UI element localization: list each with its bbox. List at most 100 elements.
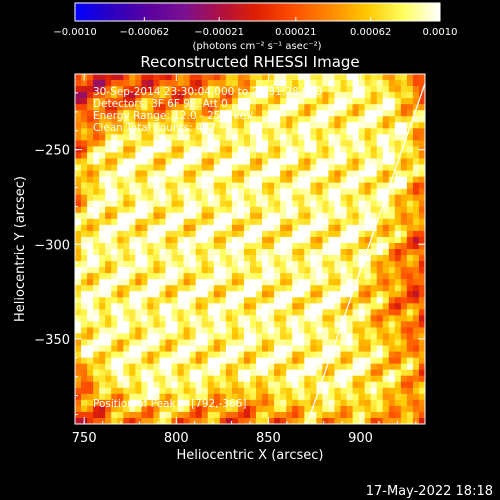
heatmap-cell: [237, 104, 245, 111]
annotation-detectors: Detectors: 3F 6F 9F, Att 0: [93, 98, 228, 110]
heatmap-cell: [388, 357, 396, 365]
heatmap-cell: [135, 164, 142, 171]
heatmap-cell: [310, 80, 317, 87]
heatmap-cell: [352, 98, 360, 105]
heatmap-cell: [406, 345, 414, 352]
heatmap-cell: [93, 369, 100, 377]
heatmap-cell: [93, 116, 100, 123]
heatmap-cell: [358, 224, 366, 232]
heatmap-cell: [286, 255, 293, 262]
heatmap-cell: [87, 242, 94, 250]
heatmap-cell: [177, 249, 185, 256]
heatmap-cell: [123, 267, 130, 274]
heatmap-cell: [99, 327, 106, 334]
heatmap-cell: [213, 261, 221, 268]
heatmap-cell: [346, 417, 353, 424]
heatmap-cell: [141, 86, 148, 93]
heatmap-cell: [147, 80, 154, 87]
heatmap-cell: [237, 399, 245, 407]
heatmap-cell: [370, 309, 378, 316]
heatmap-cell: [207, 327, 215, 334]
heatmap-cell: [93, 399, 100, 407]
heatmap-cell: [207, 206, 215, 214]
heatmap-cell: [81, 164, 88, 171]
heatmap-cell: [268, 387, 275, 395]
heatmap-cell: [165, 291, 172, 298]
heatmap-cell: [322, 321, 329, 328]
heatmap-cell: [310, 267, 317, 274]
heatmap-cell: [225, 375, 233, 383]
heatmap-cell: [334, 261, 341, 268]
heatmap-cell: [352, 80, 360, 87]
heatmap-cell: [388, 273, 396, 280]
heatmap-cell: [328, 182, 335, 190]
heatmap-cell: [376, 321, 384, 328]
heatmap-cell: [382, 309, 390, 316]
heatmap-cell: [388, 261, 396, 268]
heatmap-cell: [340, 80, 347, 87]
annotation-clean-counts: Clean Total counts: 487: [93, 122, 216, 134]
heatmap-cell: [231, 249, 239, 256]
heatmap-cell: [75, 351, 82, 359]
heatmap-cell: [304, 74, 311, 81]
heatmap-cell: [153, 351, 160, 359]
heatmap-cell: [117, 80, 124, 87]
heatmap-cell: [111, 206, 118, 214]
heatmap-cell: [292, 176, 299, 184]
heatmap-cell: [99, 357, 106, 365]
heatmap-cell: [364, 206, 372, 214]
heatmap-cell: [406, 279, 414, 286]
heatmap-cell: [274, 188, 281, 196]
heatmap-cell: [250, 194, 257, 202]
heatmap-cell: [328, 375, 335, 383]
heatmap-cell: [75, 249, 82, 256]
heatmap-cell: [376, 206, 384, 214]
heatmap-cell: [310, 200, 317, 208]
heatmap-cell: [225, 140, 233, 147]
heatmap-cell: [292, 206, 299, 214]
heatmap-cell: [129, 104, 136, 111]
heatmap-cell: [147, 411, 154, 419]
heatmap-cell: [207, 297, 215, 304]
heatmap-cell: [370, 345, 378, 352]
heatmap-cell: [352, 146, 360, 153]
heatmap-cell: [352, 375, 360, 383]
heatmap-cell: [418, 339, 425, 346]
heatmap-cell: [328, 255, 335, 262]
heatmap-cell: [334, 417, 341, 424]
heatmap-cell: [201, 164, 209, 171]
heatmap-cell: [177, 405, 185, 413]
heatmap-cell: [219, 363, 227, 371]
heatmap-cell: [75, 206, 82, 214]
heatmap-cell: [225, 279, 233, 286]
heatmap-cell: [328, 333, 335, 340]
heatmap-cell: [135, 321, 142, 328]
heatmap-cell: [250, 291, 257, 298]
heatmap-cell: [207, 110, 215, 117]
heatmap-cell: [117, 315, 124, 322]
heatmap-cell: [105, 164, 112, 171]
heatmap-cell: [382, 387, 390, 395]
chart-title: Reconstructed RHESSI Image: [140, 53, 359, 71]
heatmap-cell: [328, 387, 335, 395]
heatmap-cell: [382, 140, 390, 147]
heatmap-cell: [195, 236, 203, 244]
heatmap-cell: [123, 393, 130, 401]
heatmap-cell: [81, 176, 88, 184]
heatmap-cell: [219, 200, 227, 208]
heatmap-cell: [346, 363, 353, 371]
heatmap-cell: [280, 86, 287, 93]
heatmap-cell: [75, 321, 82, 328]
heatmap-cell: [400, 321, 408, 328]
heatmap-cell: [111, 158, 118, 165]
heatmap-cell: [75, 363, 82, 371]
heatmap-cell: [75, 399, 82, 407]
heatmap-cell: [207, 170, 215, 177]
heatmap-cell: [376, 236, 384, 244]
heatmap-cell: [388, 236, 396, 244]
heatmap-cell: [250, 122, 257, 129]
heatmap-cell: [262, 279, 269, 286]
heatmap-cell: [195, 164, 203, 171]
heatmap-cell: [207, 152, 215, 159]
heatmap-cell: [310, 273, 317, 280]
